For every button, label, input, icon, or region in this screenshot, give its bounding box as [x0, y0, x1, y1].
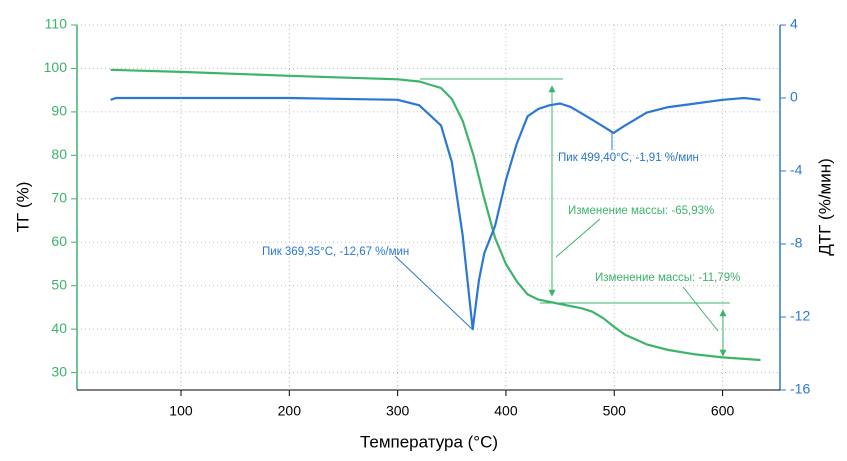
- x-tick-label: 300: [386, 403, 410, 419]
- x-tick-label: 200: [278, 403, 302, 419]
- y-tick-label: 100: [44, 59, 68, 75]
- line-series: [110, 68, 761, 362]
- annotation: Пик 499,40°C, -1,91 %/мин: [558, 152, 699, 164]
- y-tick-label: 60: [51, 233, 67, 249]
- y-tick-label: 90: [51, 103, 67, 119]
- y2-tick-label: 0: [790, 89, 798, 105]
- y2-tick-label: -12: [790, 308, 810, 324]
- y2-tick-label: -16: [790, 381, 810, 397]
- x-axis-label: Температура (°C): [360, 432, 498, 451]
- y2-axis-label: ДТГ (%/мин): [815, 158, 834, 256]
- y-axis-label: ТГ (%): [13, 182, 32, 233]
- x-tick-label: 600: [711, 403, 735, 419]
- y-tick-label: 70: [51, 190, 67, 206]
- annotation: Пик 369,35°C, -12,67 %/мин: [262, 246, 409, 258]
- annotation: Изменение массы: -65,93%: [568, 205, 714, 217]
- line-series: [110, 96, 761, 331]
- y-tick-label: 40: [51, 320, 67, 336]
- y-tick-label: 80: [51, 146, 67, 162]
- y-tick-label: 110: [45, 16, 68, 32]
- y-tick-label: 50: [51, 276, 67, 292]
- annotation-lines: [394, 78, 730, 357]
- annotation: Изменение массы: -11,79%: [595, 272, 740, 284]
- x-tick-label: 100: [169, 403, 193, 419]
- x-tick-label: 500: [603, 403, 627, 419]
- y2-tick-label: -8: [790, 235, 803, 251]
- y-tick-label: 30: [51, 363, 67, 379]
- x-tick-label: 400: [494, 403, 518, 419]
- y2-tick-label: -4: [790, 162, 803, 178]
- y2-tick-label: 4: [790, 16, 798, 32]
